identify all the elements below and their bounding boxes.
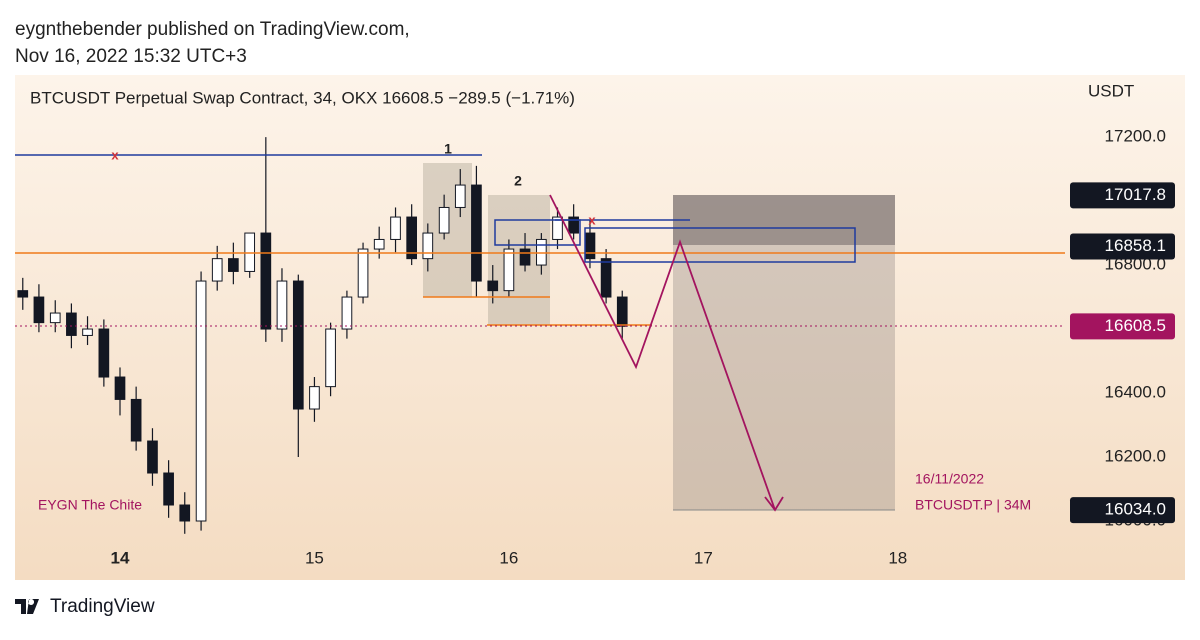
- candle-body: [536, 238, 547, 266]
- candle-body: [292, 280, 304, 410]
- x-tick-label: 18: [888, 548, 907, 567]
- publisher: eygnthebender published on TradingView.c…: [15, 19, 410, 40]
- arrow-head: [764, 496, 784, 512]
- chart-background: [15, 75, 1185, 580]
- marker: x: [588, 212, 596, 227]
- position-box: [673, 195, 895, 510]
- annotation: 2: [514, 173, 522, 189]
- candle-body: [422, 232, 434, 260]
- axes: 17200.016800.016400.016200.016000.014151…: [111, 127, 1175, 567]
- candle-body: [357, 248, 369, 298]
- candle-body: [66, 312, 77, 336]
- candle-body: [341, 296, 353, 330]
- price-tag-label: 17017.8: [1105, 185, 1166, 204]
- candle-body: [17, 290, 29, 298]
- projection-path: [549, 194, 776, 511]
- price-tag-label: 16858.1: [1105, 236, 1166, 255]
- candles: [17, 137, 628, 534]
- candle-body: [552, 216, 563, 240]
- footer: TradingView: [15, 596, 155, 617]
- brand: TradingView: [50, 596, 155, 617]
- candle-body: [568, 216, 579, 234]
- candle-body: [228, 258, 239, 272]
- price-tag: [1070, 497, 1175, 524]
- candle-body: [616, 296, 628, 327]
- candle-body: [98, 328, 110, 378]
- candle-body: [487, 280, 499, 292]
- candle-body: [244, 232, 256, 272]
- logo: [15, 599, 39, 614]
- candle-body: [406, 216, 418, 260]
- candle-body: [130, 398, 142, 442]
- axis-unit: USDT: [1088, 81, 1134, 100]
- annotation: EYGN The Chite: [38, 497, 142, 513]
- candle-body: [147, 440, 158, 474]
- publish-date: Nov 16, 2022 15:32 UTC+3: [15, 46, 247, 67]
- price-tag: [1070, 182, 1175, 209]
- candle-body: [260, 232, 272, 330]
- candle-body: [179, 504, 191, 522]
- annotation: BTCUSDT.P | 34M: [915, 497, 1031, 513]
- candle-body: [438, 206, 450, 234]
- candle-body: [49, 312, 61, 324]
- x-tick-label: 17: [694, 548, 713, 567]
- drawings: x x 1 2 EYGN The Chite 16/11/2022 BTCUSD…: [15, 141, 1065, 513]
- candle-body: [600, 258, 612, 298]
- annotation: 1: [444, 141, 452, 157]
- y-tick-label: 16400.0: [1105, 383, 1166, 402]
- candle-body: [195, 280, 207, 522]
- candle-body: [503, 248, 515, 292]
- candle-body: [114, 376, 126, 400]
- x-tick-label: 16: [499, 548, 518, 567]
- legend: BTCUSDT Perpetual Swap Contract, 34, OKX…: [30, 88, 575, 107]
- candle-body: [454, 184, 466, 208]
- candle-body: [276, 280, 288, 330]
- price-tag-label: 16034.0: [1105, 500, 1166, 519]
- plot: [423, 163, 895, 511]
- price-tag: [1070, 233, 1175, 260]
- candle-body: [33, 296, 45, 324]
- block-box: [494, 219, 581, 246]
- candle-body: [163, 472, 174, 506]
- candle-body: [309, 386, 320, 410]
- candle-body: [519, 248, 531, 266]
- candle-body: [584, 232, 596, 260]
- candle-body: [390, 216, 401, 240]
- x-tick-label: 14: [111, 548, 130, 567]
- candle-body: [82, 328, 93, 336]
- y-tick-label: 17200.0: [1105, 127, 1166, 146]
- x-tick-label: 15: [305, 548, 324, 567]
- stop-zone: [673, 195, 895, 245]
- candle-body: [325, 328, 336, 388]
- block-box: [584, 227, 856, 263]
- candle-body: [373, 238, 385, 250]
- y-tick-label: 16200.0: [1105, 446, 1166, 465]
- marker: x: [111, 147, 119, 162]
- price-tag: [1070, 313, 1175, 340]
- candle-body: [211, 258, 223, 282]
- annotation: 16/11/2022: [915, 471, 984, 487]
- candle-body: [471, 184, 482, 282]
- price-tag-label: 16608.5: [1105, 316, 1166, 335]
